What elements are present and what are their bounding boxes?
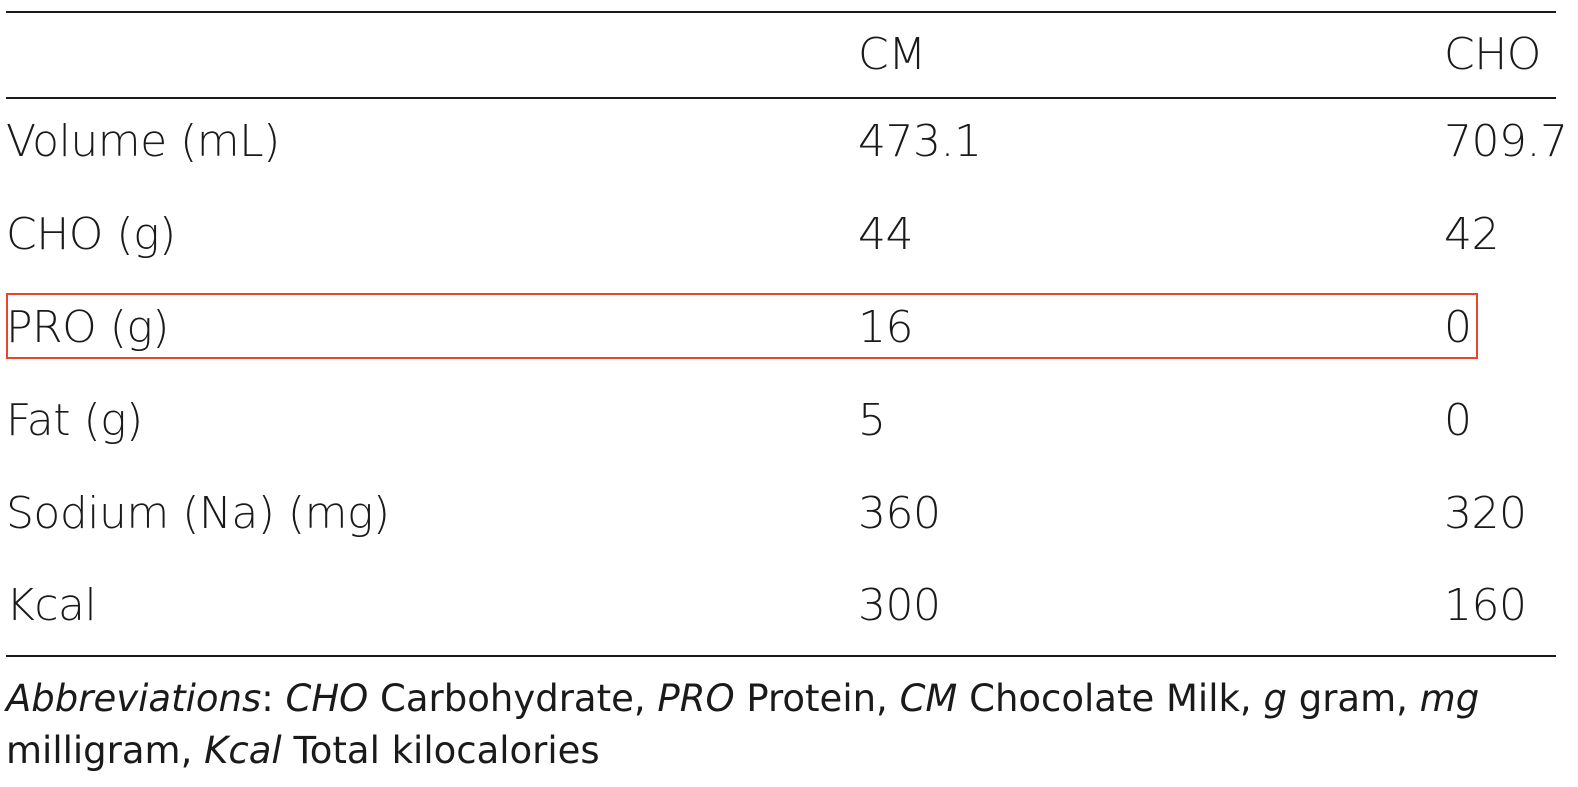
row-label: PRO (g) <box>6 302 169 353</box>
row-cm-value: 16 <box>858 302 914 353</box>
footnote-meaning: gram <box>1298 677 1397 720</box>
footnote-abbr: g <box>1263 677 1287 720</box>
row-cho-value: 0 <box>1444 395 1472 446</box>
row-label: Fat (g) <box>6 395 143 446</box>
footnote-meaning: milligram <box>6 729 181 772</box>
row-cho-value: 160 <box>1444 580 1527 631</box>
footnote-abbr: mg <box>1419 677 1480 720</box>
row-cho-value: 709.7 <box>1444 116 1568 167</box>
row-cm-value: 44 <box>858 209 914 260</box>
row-cho-value: 0 <box>1444 302 1472 353</box>
footnote-lead: Abbreviations <box>6 677 262 720</box>
table-footnote: Abbreviations: CHO Carbohydrate, PRO Pro… <box>6 677 1480 772</box>
footnote-meaning: Protein <box>746 677 877 720</box>
row-cm-value: 360 <box>858 488 941 539</box>
table-top-rule <box>6 11 1556 13</box>
footnote-abbr: PRO <box>657 677 735 720</box>
row-label: Sodium (Na) (mg) <box>6 488 390 539</box>
row-label: CHO (g) <box>6 209 176 260</box>
header-cho: CHO <box>1444 29 1541 80</box>
row-cm-value: 300 <box>858 580 941 631</box>
footnote-meaning: Chocolate Milk <box>969 677 1240 720</box>
row-cm-value: 473.1 <box>858 116 982 167</box>
footnote-abbr: Kcal <box>204 729 282 772</box>
row-label: Volume (mL) <box>6 116 280 167</box>
table-header-rule <box>6 97 1556 99</box>
row-cho-value: 320 <box>1444 488 1527 539</box>
header-cm: CM <box>858 29 926 80</box>
highlight-box <box>6 293 1478 359</box>
footnote-abbr: CM <box>899 677 958 720</box>
footnote-abbr: CHO <box>285 677 369 720</box>
row-label: Kcal <box>6 580 97 631</box>
footnote-meaning: Carbohydrate <box>380 677 634 720</box>
table-bottom-rule <box>6 655 1556 657</box>
row-cm-value: 5 <box>858 395 886 446</box>
footnote-meaning: Total kilocalories <box>293 729 600 772</box>
row-cho-value: 42 <box>1444 209 1500 260</box>
